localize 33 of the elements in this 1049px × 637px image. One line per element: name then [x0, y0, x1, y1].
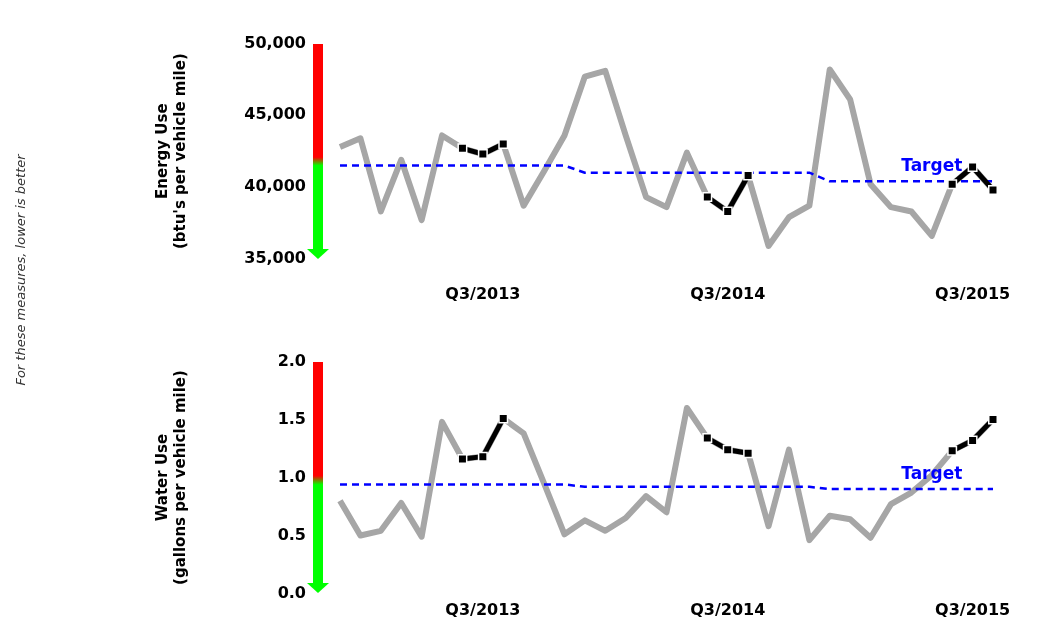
y-tick-label: 35,000 — [244, 247, 306, 267]
y-tick-label: 50,000 — [244, 32, 306, 52]
series-label: Target — [901, 463, 963, 484]
x-tick-label: Q3/2015 — [935, 600, 1011, 620]
y-tick-label: 1.0 — [277, 466, 306, 486]
point — [947, 445, 958, 456]
series-label: Target — [901, 155, 963, 176]
x-tick-label: Q3/2014 — [690, 283, 766, 303]
text: For these measures, lower is better — [12, 154, 28, 386]
point — [457, 143, 468, 154]
y-tick-label: 0.0 — [277, 582, 306, 602]
point — [947, 179, 958, 190]
x-tick-label: Q3/2015 — [935, 283, 1011, 303]
point — [498, 139, 509, 150]
point — [477, 451, 488, 462]
x-tick-label: Q3/2013 — [445, 600, 521, 620]
point — [722, 444, 733, 455]
point — [967, 435, 978, 446]
y-tick-label: 1.5 — [277, 408, 306, 428]
point — [743, 170, 754, 181]
x-tick-label: Q3/2014 — [690, 600, 766, 620]
y-tick-label: 40,000 — [244, 176, 306, 196]
x-tick-label: Q3/2013 — [445, 283, 521, 303]
point — [743, 448, 754, 459]
y-tick-label: 45,000 — [244, 104, 306, 124]
point — [702, 433, 713, 444]
y-tick-label: 0.5 — [277, 524, 306, 544]
y-axis-title: Water Use (gallons per vehicle mile) — [152, 370, 189, 585]
point — [457, 453, 468, 464]
y-tick-label: 2.0 — [277, 350, 306, 370]
point — [702, 192, 713, 203]
y-axis-title: Energy Use (btu's per vehicle mile) — [152, 53, 189, 250]
point — [988, 184, 998, 195]
